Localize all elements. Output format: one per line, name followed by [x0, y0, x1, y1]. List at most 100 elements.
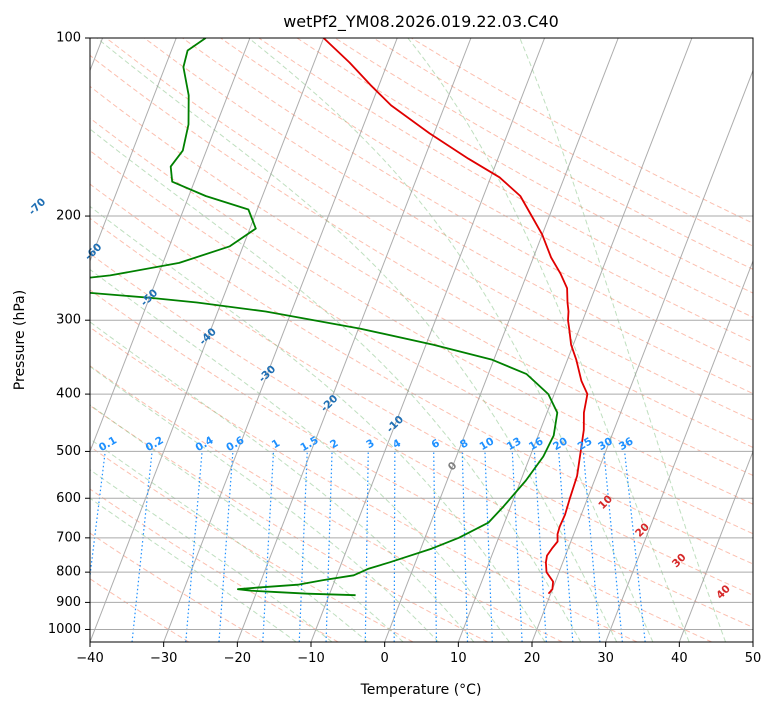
- dry-adiabat-line: [90, 150, 753, 535]
- dry-adiabat-line: [90, 578, 190, 642]
- dry-adiabat-line: [90, 326, 638, 642]
- mixing-ratio-line: [325, 451, 333, 642]
- y-axis: 100 200 300 400 500 600 700 800 900 1000: [48, 31, 90, 637]
- mixing-ratio-line: [533, 451, 547, 642]
- isotherm-label: -70: [26, 196, 48, 218]
- mixing-ratio-label: 36: [617, 435, 636, 453]
- dry-adiabat-line: [182, 38, 753, 369]
- isotherm-line: [310, 38, 546, 642]
- isotherm-line: [457, 38, 693, 642]
- dry-adiabat-line: [90, 532, 264, 642]
- dry-adiabat-line: [411, 38, 753, 224]
- x-tick-label: −30: [150, 651, 177, 666]
- mixing-ratio-label: 8: [458, 437, 470, 451]
- dry-adiabat-label: 30: [670, 551, 689, 570]
- y-tick-label: 200: [56, 209, 81, 224]
- isotherm-line: [605, 259, 753, 642]
- sounding-profiles: [90, 38, 589, 597]
- mixing-ratio-line: [558, 451, 574, 642]
- dry-adiabat-label: 20: [633, 521, 652, 540]
- dry-adiabat-line: [90, 289, 712, 642]
- moist-adiabat-line: [248, 38, 654, 642]
- dry-adiabat-line: [90, 488, 339, 642]
- isotherm-line: [678, 450, 753, 642]
- isotherm-line: [90, 38, 177, 263]
- x-tick-label: 50: [745, 651, 762, 666]
- moist-adiabat-line: [90, 205, 546, 642]
- isotherm-label: -30: [256, 363, 278, 385]
- dry-adiabat-line: [90, 217, 753, 596]
- mixing-ratio-label: 13: [505, 435, 524, 453]
- temperature-profile: [322, 38, 589, 595]
- mixing-ratio-label: 3: [364, 437, 376, 451]
- moist-adiabat-line: [90, 268, 510, 642]
- mixing-ratio-label: 4: [391, 437, 403, 451]
- x-tick-label: 10: [450, 651, 467, 666]
- x-tick-label: 40: [671, 651, 688, 666]
- moist-adiabat-line: [90, 128, 582, 642]
- y-tick-label: 100: [56, 31, 81, 46]
- mixing-ratio-line: [90, 451, 106, 581]
- mixing-ratio-label: 16: [527, 435, 546, 453]
- y-axis-label: Pressure (hPa): [12, 290, 28, 390]
- mixing-ratio-line: [393, 451, 396, 642]
- moist-adiabat-line: [90, 365, 439, 642]
- mixing-ratio-label: 1: [270, 437, 282, 451]
- isotherm-label: -10: [384, 413, 406, 435]
- mixing-ratio-label: 30: [596, 435, 615, 453]
- dewpoint-profile: [90, 38, 559, 597]
- isotherm-line: [90, 38, 251, 453]
- mixing-ratio-line: [582, 451, 601, 642]
- background-lines: [90, 38, 753, 642]
- x-tick-label: −40: [76, 651, 103, 666]
- y-tick-label: 700: [56, 530, 81, 545]
- dry-adiabat-line: [258, 38, 753, 318]
- mixing-ratio-line: [185, 451, 203, 642]
- chart-title: wetPf2_YM08.2026.019.22.03.C40: [283, 12, 559, 32]
- dry-adiabat-line: [220, 38, 753, 343]
- dry-adiabat-line: [105, 38, 753, 421]
- plot-frame: [89, 37, 754, 643]
- x-tick-label: 20: [524, 651, 541, 666]
- dry-adiabat-line: [90, 365, 563, 642]
- moist-adiabat-line: [519, 38, 727, 642]
- moist-adiabat-line: [90, 438, 369, 642]
- mixing-ratio-line: [603, 451, 623, 642]
- moist-adiabat-line: [96, 38, 618, 642]
- y-tick-label: 400: [56, 387, 81, 402]
- mixing-ratio-label: 6: [430, 437, 442, 451]
- dry-adiabat-line: [144, 38, 753, 395]
- moist-adiabat-line: [90, 404, 404, 642]
- x-tick-label: 0: [381, 651, 389, 666]
- dry-adiabat-line: [334, 38, 753, 270]
- mixing-ratio-line: [461, 451, 469, 642]
- isotherm-line: [752, 640, 753, 642]
- isotherm-line: [531, 69, 753, 642]
- x-axis: −40 −30 −20 −10 0 10 20 30 40 50: [76, 642, 761, 666]
- isotherm-label: -20: [319, 393, 341, 415]
- moist-adiabat-line: [90, 469, 333, 642]
- y-tick-label: 300: [56, 313, 81, 328]
- mixing-ratio-label: 10: [478, 435, 497, 453]
- dry-adiabat-label: 40: [714, 583, 733, 602]
- moist-adiabat-line: [90, 321, 475, 642]
- x-tick-label: −20: [224, 651, 251, 666]
- isotherm-line: [384, 38, 619, 642]
- y-tick-label: 500: [56, 444, 81, 459]
- dry-adiabat-label: 10: [596, 493, 615, 512]
- dry-adiabat-line: [296, 38, 753, 294]
- dry-adiabat-line: [90, 404, 488, 642]
- isotherm-line: [90, 38, 325, 642]
- y-tick-label: 900: [56, 595, 81, 610]
- mixing-ratio-line: [484, 451, 493, 642]
- dry-adiabat-line: [90, 54, 753, 448]
- isotherm-label: -60: [83, 241, 105, 263]
- moist-adiabat-line: [90, 497, 297, 642]
- x-tick-label: 30: [597, 651, 614, 666]
- dry-adiabat-line: [90, 117, 753, 505]
- isotherm-label: 0: [446, 460, 460, 474]
- isotherm-line: [236, 38, 472, 642]
- x-tick-label: −10: [297, 651, 324, 666]
- isotherm-line: [163, 38, 398, 642]
